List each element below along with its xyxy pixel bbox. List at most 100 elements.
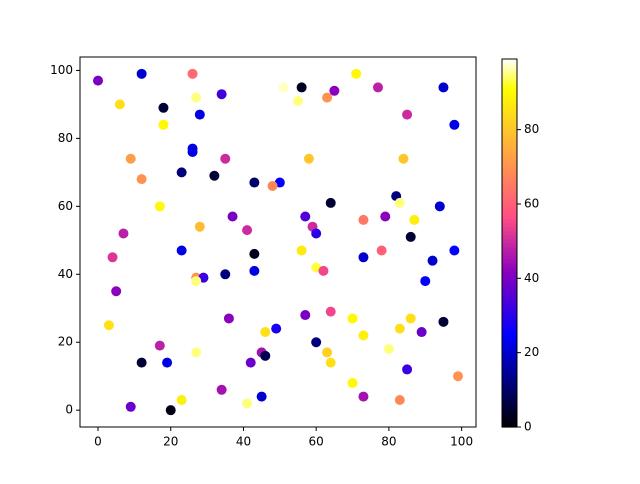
colorbar-strip [502,187,517,192]
colorbar-strip [502,115,517,120]
colorbar-strip [502,279,517,284]
colorbar-strip [502,307,517,312]
point [176,167,187,178]
point [358,330,369,341]
point [249,177,260,188]
point [256,391,267,402]
colorbar-frame [501,58,518,428]
colorbar-strip [502,95,517,100]
colorbar-strip [502,383,517,388]
colorbar-strip [502,219,517,224]
colorbar-strip [502,151,517,156]
colorbar-strip [502,203,517,208]
point [136,357,147,368]
colorbar-strip [502,379,517,384]
colorbar-strip [502,291,517,296]
colorbar-strip [502,343,517,348]
point [453,371,463,382]
colorbar-strip [502,363,517,368]
colorbar-tick-label: 80 [524,122,539,136]
colorbar-strip [502,87,517,92]
colorbar-strip [502,143,517,148]
point [380,211,391,222]
point [402,364,413,375]
point [271,323,282,334]
colorbar-strip [502,191,517,196]
point [125,401,136,412]
point [449,119,460,130]
colorbar-strip [502,179,517,184]
colorbar-strip [502,339,517,344]
point [325,306,336,317]
point [347,313,358,324]
point [227,211,238,222]
x-tick-label: 0 [94,435,102,449]
point [449,245,460,256]
point [118,228,129,239]
point [402,109,413,120]
colorbar-strip [502,355,517,360]
colorbar-strip [502,247,517,252]
colorbar-strip [502,163,517,168]
colorbar-strip [502,423,517,428]
point [311,337,322,348]
point [409,214,420,225]
colorbar-strip [502,251,517,256]
point [220,269,231,280]
colorbar-strip [502,119,517,124]
x-tick-label: 60 [309,435,324,449]
colorbar-strip [502,259,517,264]
colorbar-strip [502,367,517,372]
colorbar-strip [502,83,517,88]
colorbar-strip [502,155,517,160]
colorbar-strip [502,255,517,260]
point [322,92,333,103]
point [351,68,362,79]
point [187,146,198,157]
point [394,394,405,405]
point [358,391,369,402]
point [194,109,205,120]
colorbar-tick-label: 0 [524,420,532,434]
colorbar-strip [502,287,517,292]
colorbar-strip [502,227,517,232]
x-tick-label: 80 [381,435,396,449]
point [216,89,227,100]
point [93,75,103,86]
colorbar-strip [502,99,517,104]
colorbar-strip [502,91,517,96]
colorbar-strip [502,315,517,320]
point [114,99,125,110]
point [267,180,278,191]
colorbar-strip [502,267,517,272]
point [398,153,409,164]
colorbar-strip [502,215,517,220]
point [107,252,118,263]
point [136,174,147,185]
point [103,320,114,331]
colorbar-strip [502,183,517,188]
point [154,201,165,212]
point [176,394,187,405]
point [191,276,202,287]
point [209,170,220,181]
colorbar-strip [502,71,517,76]
point [245,357,256,368]
colorbar-strip [502,171,517,176]
colorbar-strip [502,407,517,412]
point [325,197,336,208]
point [223,313,234,324]
point [427,255,438,266]
colorbar-strip [502,295,517,300]
point [111,286,122,297]
colorbar-strip [502,263,517,268]
colorbar-strip [502,195,517,200]
x-tick-label: 20 [163,435,178,449]
point [296,245,307,256]
colorbar-tick-label: 20 [524,345,539,359]
colorbar-strip [502,111,517,116]
colorbar-strip [502,159,517,164]
point [154,340,165,351]
point [278,82,289,93]
colorbar-strip [502,207,517,212]
